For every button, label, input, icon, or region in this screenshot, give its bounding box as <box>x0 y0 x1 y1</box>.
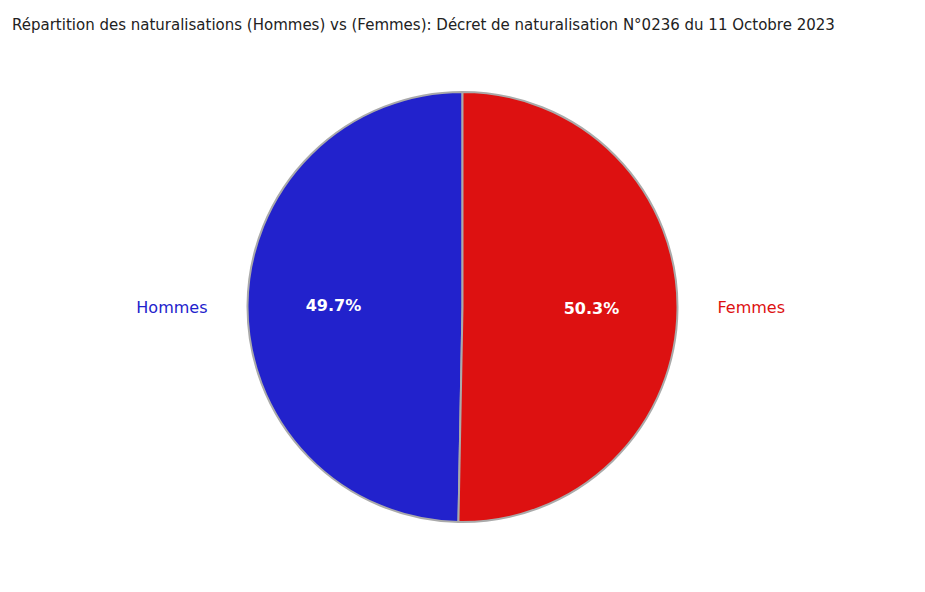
html-text:Répartition des naturalisation: Répartition des naturalisations (Hommes)… <box>12 16 835 34</box>
svg-text:49.7%: 49.7% <box>306 296 362 315</box>
svg-text:Femmes: Femmes <box>718 298 786 317</box>
svg-text:Hommes: Hommes <box>136 298 207 317</box>
svg-text:50.3%: 50.3% <box>564 299 620 318</box>
